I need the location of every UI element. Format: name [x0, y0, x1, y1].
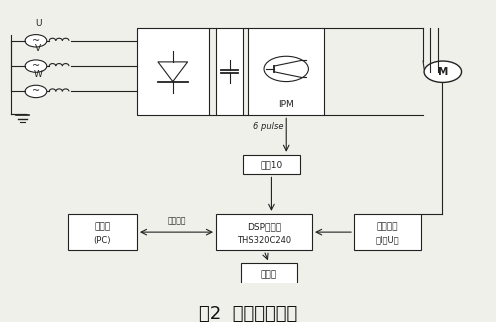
Bar — [137, 28, 208, 115]
Text: ~: ~ — [32, 61, 40, 71]
Text: IPM: IPM — [278, 99, 294, 109]
Text: 图2  系统结构框图: 图2 系统结构框图 — [199, 305, 297, 322]
Circle shape — [424, 61, 462, 82]
Bar — [216, 28, 243, 115]
Text: 上位机: 上位机 — [94, 222, 111, 231]
Text: 串行通信: 串行通信 — [167, 216, 186, 225]
Circle shape — [264, 56, 309, 81]
Bar — [354, 214, 421, 251]
Bar — [243, 155, 300, 175]
Text: ~: ~ — [32, 36, 40, 46]
Text: M: M — [437, 67, 448, 77]
Bar — [68, 214, 137, 251]
Text: DSP控制板: DSP控制板 — [247, 222, 281, 231]
Text: U: U — [35, 19, 42, 28]
Circle shape — [25, 34, 47, 47]
Bar — [248, 28, 324, 115]
Text: 文字10: 文字10 — [260, 160, 283, 169]
Text: 数据采集: 数据采集 — [376, 222, 398, 231]
Text: THS320C240: THS320C240 — [237, 236, 291, 245]
Text: W: W — [34, 70, 43, 79]
Circle shape — [25, 60, 47, 72]
Bar — [216, 214, 312, 251]
Text: V: V — [35, 44, 42, 53]
Text: （I、U）: （I、U） — [375, 236, 399, 245]
Bar — [241, 263, 297, 286]
Text: 6 pulse: 6 pulse — [253, 122, 283, 131]
Text: ~: ~ — [32, 86, 40, 96]
Circle shape — [25, 85, 47, 98]
Text: (PC): (PC) — [94, 236, 111, 245]
Text: 显示板: 显示板 — [261, 270, 277, 279]
